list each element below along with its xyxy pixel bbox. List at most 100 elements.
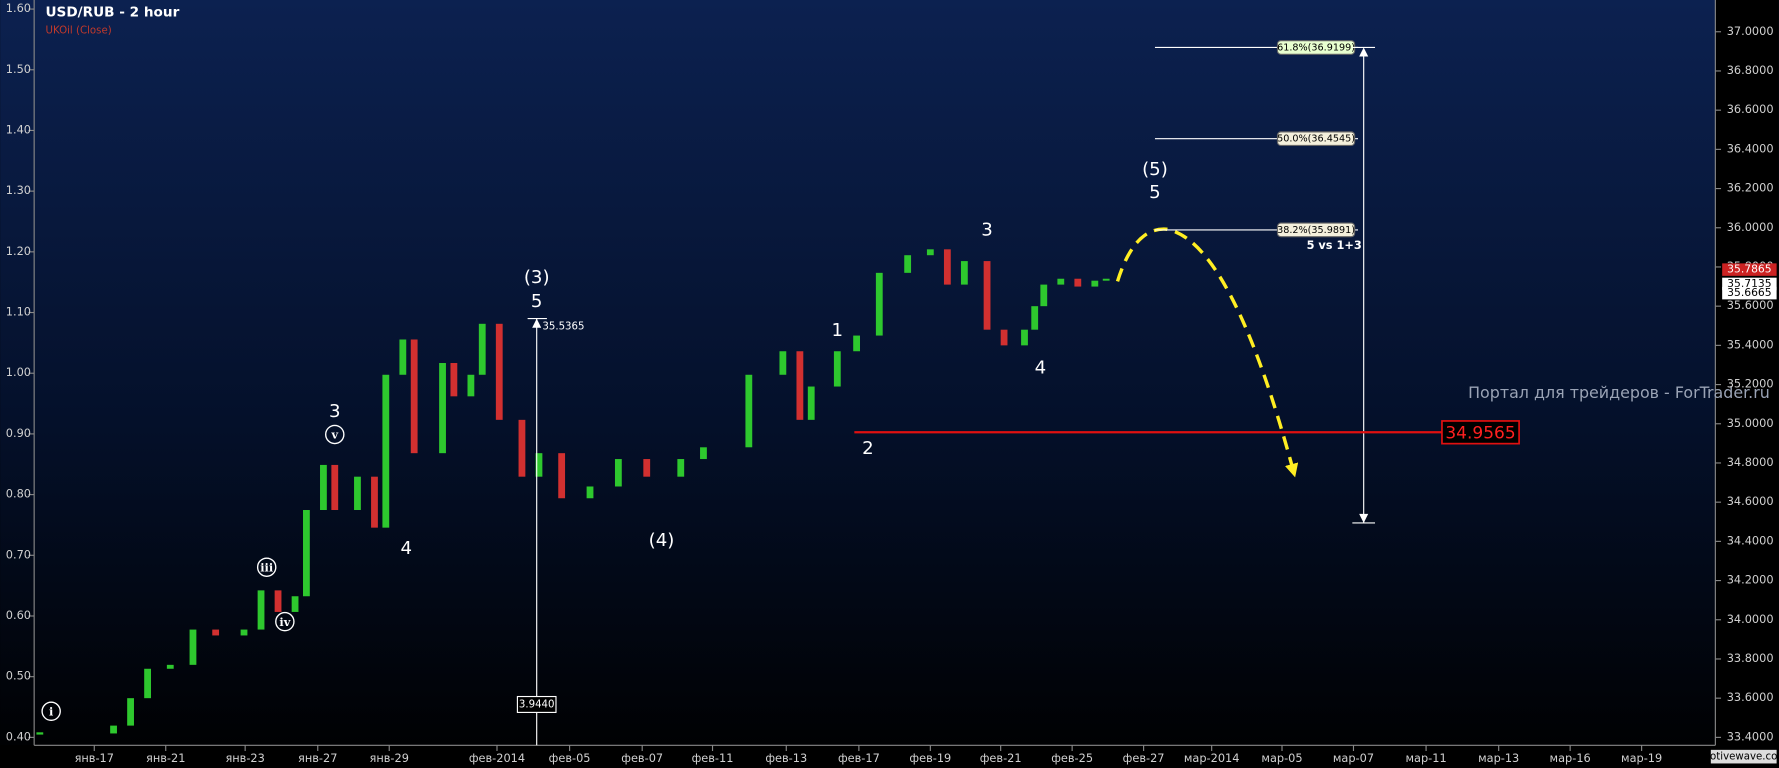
candle — [189, 629, 197, 665]
candle — [257, 590, 265, 630]
candle — [1091, 280, 1099, 287]
chart-subtitle: UKOil (Close) — [45, 26, 111, 37]
candle — [558, 453, 566, 499]
candle — [586, 486, 594, 499]
candle — [745, 374, 753, 448]
wave-label: (5) — [1142, 159, 1168, 180]
target-label: 34.9565 — [1445, 423, 1515, 443]
x-tick-label: фев-13 — [765, 751, 807, 765]
x-tick-label: фев-19 — [909, 751, 951, 765]
candle — [677, 459, 685, 477]
x-tick-label: мар-11 — [1405, 751, 1446, 765]
candle — [614, 459, 622, 487]
candle — [904, 255, 912, 273]
wave-label: 3 — [329, 401, 341, 422]
fib-label: 50.0%(36.4545) — [1277, 134, 1355, 145]
measure-box — [516, 695, 557, 713]
x-tick-label: янв-23 — [225, 751, 264, 765]
arrow-head — [532, 318, 542, 328]
candle — [478, 323, 486, 375]
x-tick-label: мар-2014 — [1184, 751, 1240, 765]
candle — [535, 453, 543, 477]
wave-label: 3 — [981, 219, 993, 240]
y-tick-label: 36.0000 — [1727, 220, 1774, 234]
y-tick-label: 35.2000 — [1727, 377, 1774, 391]
candle — [833, 351, 841, 387]
candle — [1102, 278, 1110, 281]
price-tag — [1722, 263, 1777, 276]
candle — [36, 732, 44, 735]
credit-bg — [1710, 749, 1777, 764]
y-tick-label: 34.4000 — [1727, 533, 1774, 547]
x-tick-label: фев-2014 — [469, 751, 525, 765]
wave-sublabel: i — [49, 704, 54, 718]
y-tick-label: 34.0000 — [1727, 612, 1774, 626]
y2-tick-label: 1.50 — [6, 62, 31, 76]
candle — [518, 419, 526, 477]
wave-label: 5 — [1149, 182, 1161, 203]
candle — [331, 464, 339, 511]
candle — [1074, 278, 1082, 287]
candle — [700, 447, 707, 460]
wave-circle — [256, 557, 277, 577]
candle — [127, 698, 134, 726]
candle — [853, 335, 861, 352]
candle — [875, 272, 883, 336]
y-tick-label: 37.0000 — [1727, 24, 1774, 38]
x-tick-label: мар-05 — [1261, 751, 1302, 765]
x-tick-label: мар-16 — [1550, 751, 1591, 765]
bottom-axis-bg — [0, 745, 1779, 768]
y-tick-label: 35.0000 — [1727, 416, 1774, 430]
candle — [166, 664, 174, 669]
candle — [495, 323, 503, 420]
y-tick-label: 36.8000 — [1727, 63, 1774, 77]
wave-sublabel: v — [330, 428, 338, 442]
candle — [1057, 278, 1065, 285]
candle — [807, 386, 815, 420]
x-tick-label: янв-29 — [370, 751, 409, 765]
x-tick-label: мар-19 — [1621, 751, 1662, 765]
y2-tick-label: 1.10 — [6, 305, 31, 319]
candle — [320, 464, 327, 511]
y-tick-label: 34.8000 — [1727, 455, 1774, 469]
x-tick-label: фев-11 — [692, 751, 734, 765]
x-tick-label: фев-21 — [980, 751, 1022, 765]
y-tick-label: 36.6000 — [1727, 102, 1774, 116]
wave-label: 4 — [400, 538, 412, 559]
candle — [643, 459, 651, 477]
x-tick-label: фев-05 — [549, 751, 591, 765]
y-tick-label: 33.4000 — [1727, 729, 1774, 743]
y-tick-label: 33.8000 — [1727, 651, 1774, 665]
y-tick-label: 33.6000 — [1727, 690, 1774, 704]
candle — [926, 249, 934, 256]
x-tick-label: фев-07 — [621, 751, 663, 765]
arrow-head — [1359, 47, 1369, 57]
candle — [399, 339, 407, 375]
candle — [983, 261, 991, 330]
y-tick-label: 34.6000 — [1727, 494, 1774, 508]
candle — [291, 596, 299, 612]
target-box — [1441, 420, 1520, 445]
y2-tick-label: 0.50 — [6, 669, 31, 683]
candle — [212, 629, 220, 636]
chart-title: USD/RUB - 2 hour — [45, 4, 179, 20]
candle — [450, 363, 458, 397]
candle — [1000, 329, 1008, 346]
x-tick-label: янв-17 — [75, 751, 114, 765]
x-tick-label: мар-13 — [1478, 751, 1519, 765]
y2-tick-label: 0.70 — [6, 547, 31, 561]
x-tick-label: фев-27 — [1123, 751, 1165, 765]
fib-label-bg — [1276, 222, 1356, 238]
y-tick-label: 35.4000 — [1727, 337, 1774, 351]
y-tick-label: 36.2000 — [1727, 181, 1774, 195]
wave-label: 4 — [1035, 358, 1047, 379]
candle — [960, 261, 968, 285]
y2-tick-label: 1.40 — [6, 122, 31, 136]
price-tag — [1722, 286, 1777, 300]
candle — [240, 629, 248, 636]
candle — [1021, 329, 1028, 346]
right-axis-bg — [1715, 0, 1779, 768]
arrow-head — [1359, 513, 1369, 523]
